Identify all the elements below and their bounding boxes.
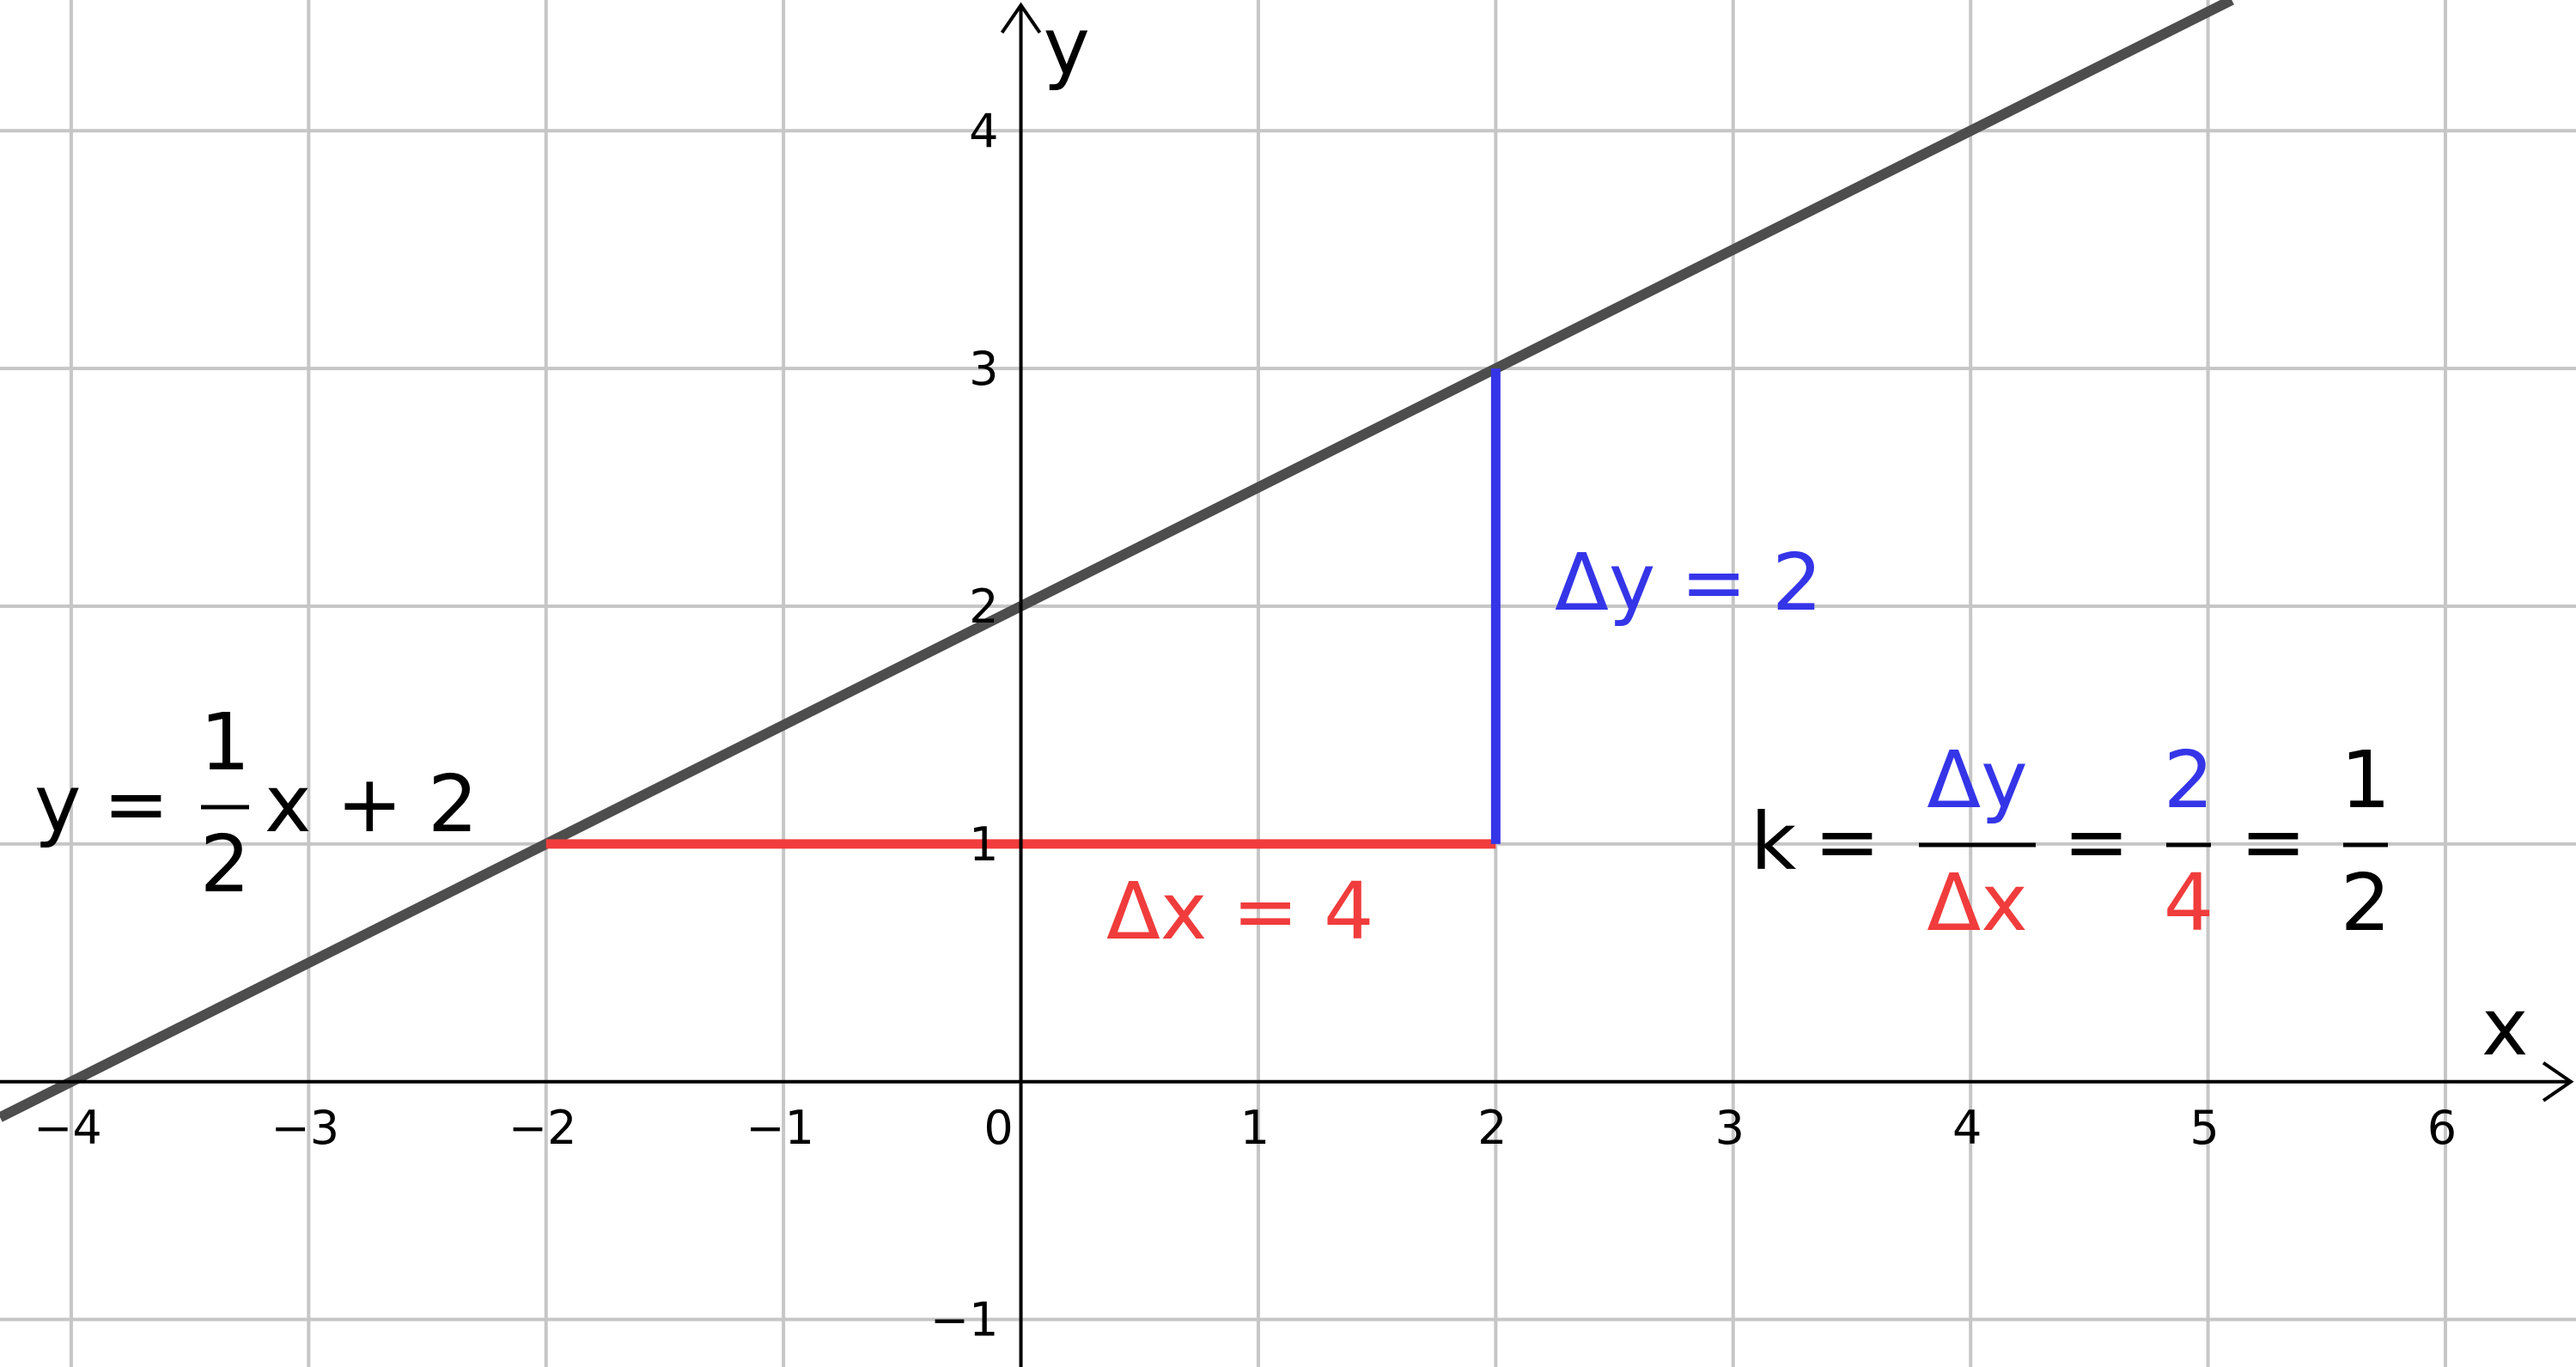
tick-labels: −4 −3 −2 −1 0 1 2 3 4 5 6 −1 1 2 3 4	[33, 104, 2457, 1346]
x-tick-label: 0	[984, 1101, 1013, 1155]
y-axis-arrow	[1000, 2, 1042, 34]
slope-numerator-1: Δy	[1927, 734, 2027, 826]
x-tick-label: 6	[2427, 1101, 2457, 1155]
x-tick-label: 4	[1952, 1101, 1982, 1155]
y-tick-label: 1	[969, 817, 998, 872]
slope-k: k	[1751, 796, 1797, 888]
equation-lhs: y	[34, 758, 81, 850]
slope-formula: k = Δy Δx = 2 4 = 1 2	[1751, 734, 2390, 949]
slope-denominator-2: 4	[2164, 857, 2214, 949]
x-tick-label: 1	[1240, 1101, 1270, 1155]
line-equation: y = 1 2 x + 2	[34, 696, 478, 910]
x-tick-label: −3	[271, 1101, 340, 1155]
x-tick-label: 5	[2189, 1101, 2219, 1155]
x-axis-arrow	[2542, 1061, 2574, 1103]
line-series	[0, 0, 2234, 1122]
slope-equals-1: =	[1814, 796, 1880, 888]
slope-denominator-3: 2	[2341, 857, 2391, 949]
x-tick-label: −4	[33, 1101, 102, 1155]
x-tick-label: 3	[1715, 1101, 1745, 1155]
equation-denominator: 2	[200, 818, 251, 910]
slope-equals-3: =	[2240, 796, 2306, 888]
slope-denominator-1: Δx	[1927, 857, 2027, 949]
equation-numerator: 1	[200, 696, 251, 788]
x-tick-label: −2	[509, 1101, 577, 1155]
slope-equals-2: =	[2063, 796, 2129, 888]
y-tick-label: 4	[969, 104, 998, 158]
x-tick-label: 2	[1477, 1101, 1507, 1155]
equation-rest: x + 2	[265, 758, 478, 850]
slope-numerator-2: 2	[2164, 734, 2214, 826]
y-tick-label: 2	[969, 580, 998, 634]
y-axis-label: y	[1044, 1, 1090, 93]
equation-equals: =	[103, 758, 169, 850]
y-tick-label: 3	[969, 342, 998, 396]
y-tick-label: −1	[930, 1293, 999, 1347]
delta-y-label: Δy = 2	[1555, 537, 1823, 629]
x-tick-label: −1	[746, 1101, 814, 1155]
delta-x-label: Δx = 4	[1106, 866, 1374, 957]
x-axis-label: x	[2482, 981, 2528, 1073]
slope-numerator-3: 1	[2341, 734, 2391, 826]
